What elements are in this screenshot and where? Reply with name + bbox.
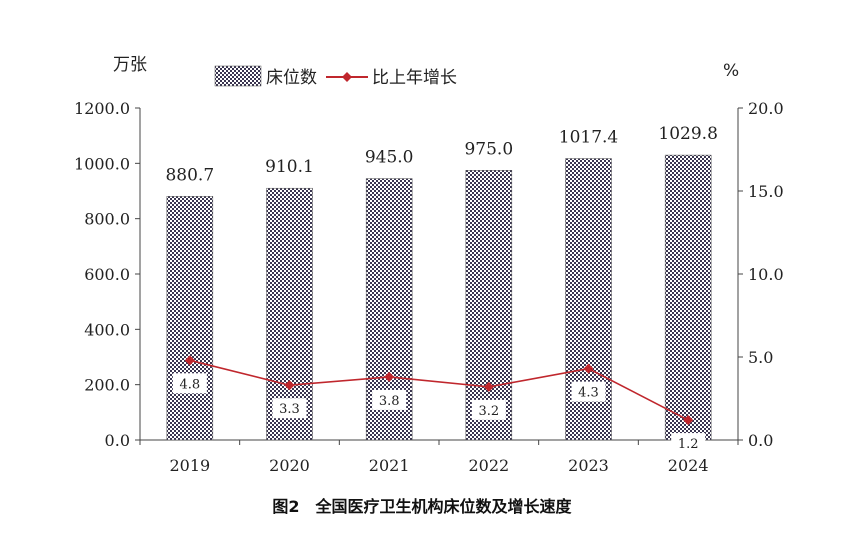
x-tick-label-2019: 2019 xyxy=(169,456,210,475)
growth-label-box-2020 xyxy=(272,398,307,419)
bar-labels-layer: 880.7 910.1 945.0 975.0 1017.4 1029.8 xyxy=(165,124,717,185)
growth-label-box-2021 xyxy=(372,389,407,410)
left-tick-label: 800.0 xyxy=(84,210,130,229)
growth-point-2019 xyxy=(184,355,195,366)
x-tick-label-2024: 2024 xyxy=(668,456,709,475)
growth-value-label-2021: 3.8 xyxy=(379,394,400,409)
growth-point-2020 xyxy=(284,380,295,391)
bars-layer xyxy=(166,154,712,441)
x-tick-label-2022: 2022 xyxy=(468,456,509,475)
left-tick-label: 400.0 xyxy=(84,320,130,339)
growth-value-label-2022: 3.2 xyxy=(478,404,499,419)
growth-label-box-2019 xyxy=(172,373,207,394)
bar-2024 xyxy=(664,154,712,441)
left-tick-label: 0.0 xyxy=(105,431,130,450)
x-tick-label-2021: 2021 xyxy=(369,456,410,475)
growth-value-label-2024: 1.2 xyxy=(678,437,699,452)
right-tick-label: 20.0 xyxy=(748,99,784,118)
x-tick-label-2020: 2020 xyxy=(269,456,310,475)
chart-caption: 图2 全国医疗卫生机构床位数及增长速度 xyxy=(272,497,572,516)
growth-point-2022 xyxy=(483,381,494,392)
x-tick-label-2023: 2023 xyxy=(568,456,609,475)
left-axis-unit: 万张 xyxy=(113,55,147,75)
right-tick-label: 5.0 xyxy=(748,348,773,367)
bar-value-label-2021: 945.0 xyxy=(365,148,414,168)
growth-point-2023 xyxy=(583,363,594,374)
right-axis-unit: % xyxy=(723,61,739,81)
growth-label-box-2023 xyxy=(571,381,606,402)
bar-value-label-2022: 975.0 xyxy=(464,139,513,159)
right-tick-label: 15.0 xyxy=(748,182,784,201)
bar-2019 xyxy=(166,196,214,441)
legend: 床位数 比上年增长 xyxy=(214,65,457,88)
bar-value-label-2020: 910.1 xyxy=(265,157,314,177)
growth-point-2024 xyxy=(683,415,694,426)
bar-value-label-2023: 1017.4 xyxy=(559,128,618,148)
growth-line xyxy=(189,359,689,421)
bar-2022 xyxy=(465,170,513,441)
left-tick-label: 1200.0 xyxy=(74,99,130,118)
legend-bar-swatch xyxy=(214,65,262,87)
growth-value-label-2019: 4.8 xyxy=(179,377,200,392)
growth-value-label-2023: 4.3 xyxy=(578,386,599,401)
axes: 0.0 200.0 400.0 600.0 800.0 1000.0 1200.0 0.0 5.… xyxy=(74,99,784,450)
bar-value-label-2019: 880.7 xyxy=(165,165,214,185)
growth-value-label-2020: 3.3 xyxy=(279,402,300,417)
legend-bar-label: 床位数 xyxy=(266,68,317,88)
right-tick-label: 10.0 xyxy=(748,265,784,284)
left-tick-label: 200.0 xyxy=(84,376,130,395)
bar-value-label-2024: 1029.8 xyxy=(658,124,717,144)
growth-line-layer: 4.8 3.3 3.8 3.2 4.3 1.2 xyxy=(172,355,706,454)
bar-2020 xyxy=(266,187,313,441)
right-tick-label: 0.0 xyxy=(748,431,773,450)
growth-point-2021 xyxy=(384,371,395,382)
growth-label-box-2022 xyxy=(471,399,506,420)
legend-line-marker xyxy=(342,72,352,82)
growth-label-box-2024 xyxy=(671,433,706,454)
x-ticks-layer: 2019 2020 2021 2022 2023 2024 xyxy=(169,456,708,475)
legend-line-label: 比上年增长 xyxy=(372,68,457,88)
left-tick-label: 1000.0 xyxy=(74,154,130,173)
left-tick-label: 600.0 xyxy=(84,265,130,284)
